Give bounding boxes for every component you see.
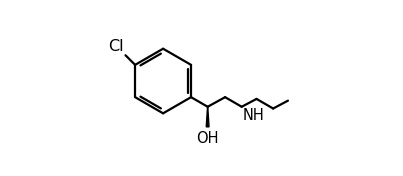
Polygon shape (206, 107, 209, 127)
Text: Cl: Cl (108, 39, 124, 54)
Text: NH: NH (242, 108, 264, 123)
Text: OH: OH (196, 131, 219, 146)
